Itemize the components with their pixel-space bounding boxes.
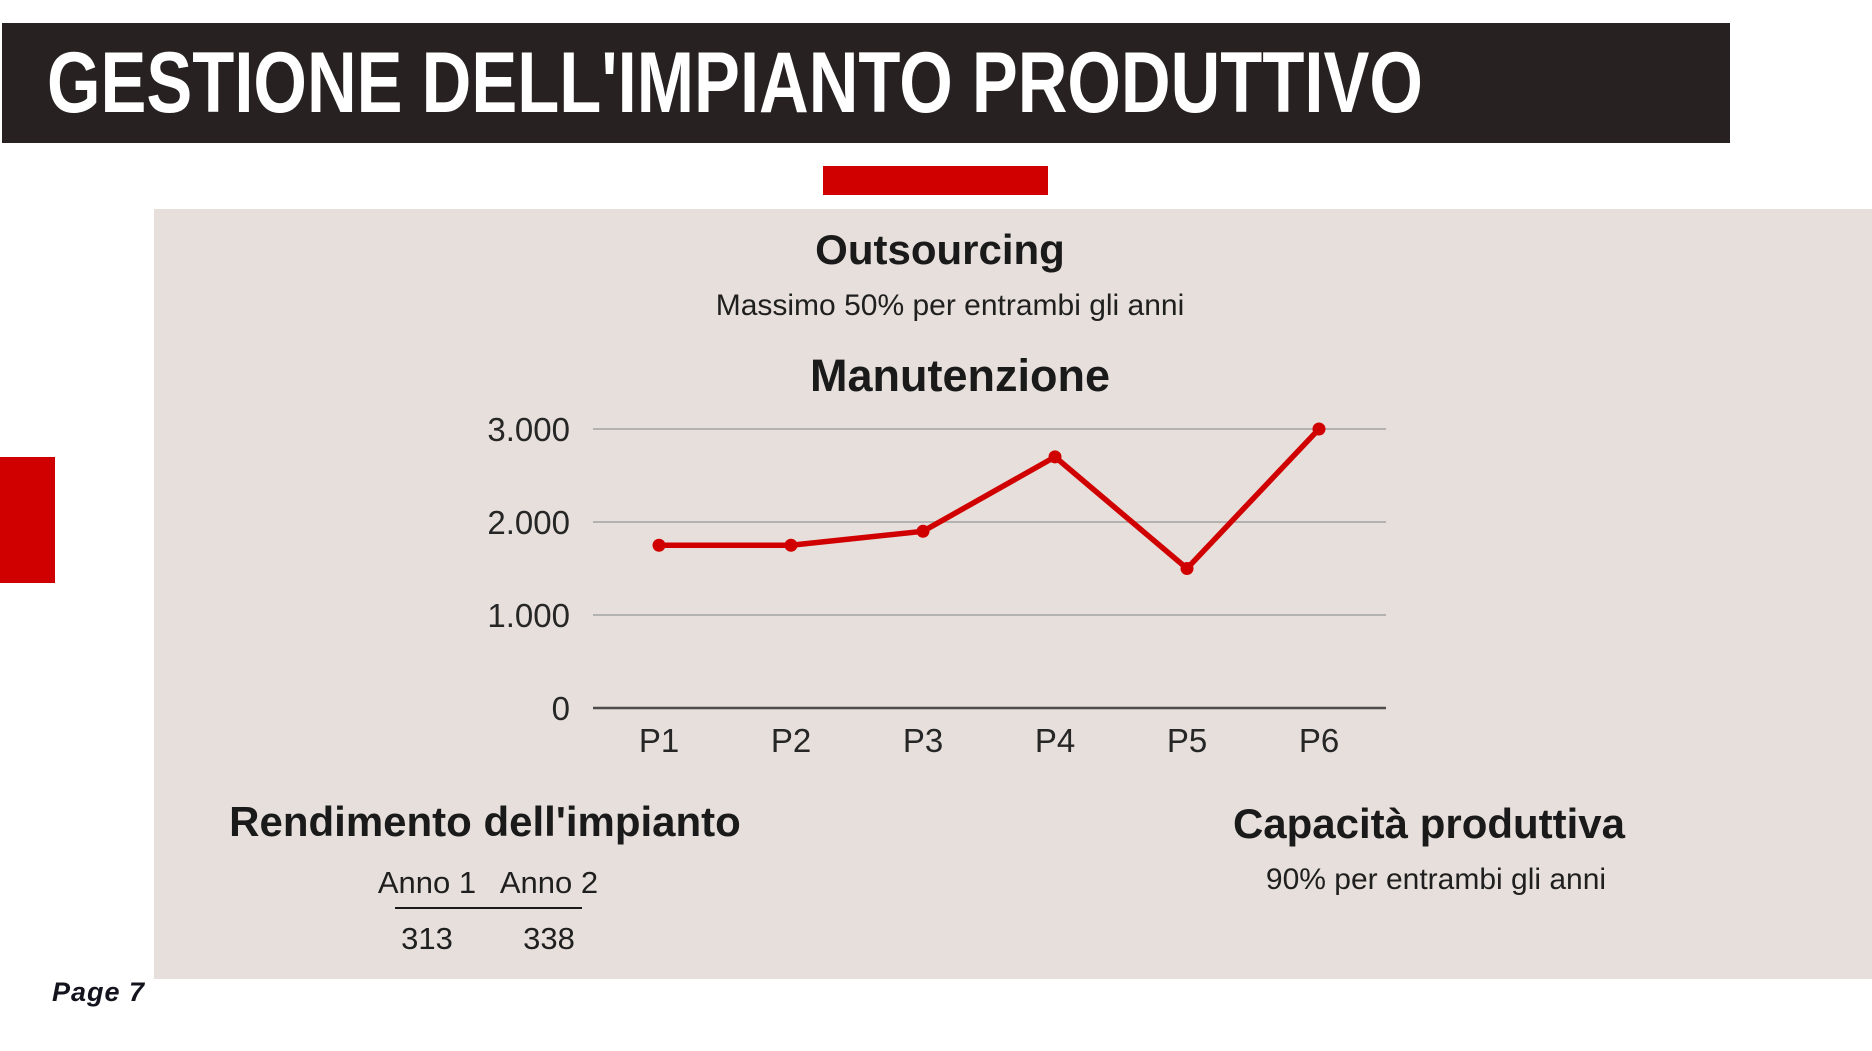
data-point-P2 [784, 538, 798, 552]
data-point-P3 [916, 524, 930, 538]
page-number-label: Page 7 [52, 977, 146, 1007]
y-tick-label-3.000: 3.000 [487, 411, 570, 448]
slide-title: GESTIONE DELL'IMPIANTO PRODUTTIVO [47, 35, 1423, 131]
x-tick-label-P4: P4 [1035, 722, 1075, 759]
data-point-P1 [652, 538, 666, 552]
y-tick-label-2.000: 2.000 [487, 504, 570, 541]
rendimento-table: Anno 1 Anno 2 313 338 [366, 865, 610, 957]
rendimento-heading: Rendimento dell'impianto [229, 798, 741, 845]
rendimento-value-anno2: 338 [523, 921, 575, 957]
outsourcing-heading: Outsourcing [815, 226, 1065, 273]
rendimento-table-header-row: Anno 1 Anno 2 [366, 865, 610, 900]
red-side-rectangle [0, 457, 55, 583]
data-point-P4 [1048, 450, 1062, 464]
y-tick-label-1.000: 1.000 [487, 597, 570, 634]
capacita-heading: Capacità produttiva [1232, 800, 1626, 847]
data-point-P5 [1180, 562, 1194, 575]
rendimento-col-anno1: Anno 1 [377, 865, 477, 900]
series-line-manutenzione [656, 426, 1322, 572]
rendimento-table-divider [395, 907, 582, 910]
red-accent-bar [823, 166, 1048, 195]
chart-title: Manutenzione [810, 350, 1110, 401]
x-tick-label-P3: P3 [903, 722, 943, 759]
outsourcing-subtitle: Massimo 50% per entrambi gli anni [715, 289, 1185, 322]
rendimento-value-anno1: 313 [401, 921, 453, 957]
x-tick-label-P6: P6 [1299, 722, 1339, 759]
capacita-subtitle: 90% per entrambi gli anni [1265, 863, 1607, 896]
x-tick-label-P2: P2 [771, 722, 811, 759]
slide-header-bar: GESTIONE DELL'IMPIANTO PRODUTTIVO [2, 23, 1730, 143]
manutenzione-line-chart: 0 1.000 2.000 3.000 P1 P2 P3 P4 P5 P6 [487, 411, 1386, 759]
rendimento-table-values-row: 313 338 [366, 921, 610, 957]
x-tick-label-P1: P1 [639, 722, 679, 759]
rendimento-col-anno2: Anno 2 [499, 865, 599, 900]
data-point-P6 [1312, 422, 1326, 436]
y-tick-label-0: 0 [552, 690, 570, 727]
x-tick-label-P5: P5 [1167, 722, 1207, 759]
content-panel [154, 209, 1872, 979]
